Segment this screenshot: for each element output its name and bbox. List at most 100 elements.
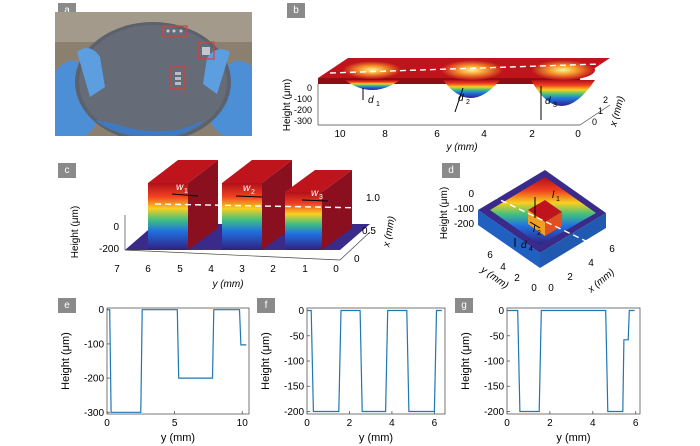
panel-c-z-label: Height (μm)	[70, 206, 81, 258]
panel-c-y-tick: 6	[145, 264, 151, 275]
x-tick-label: 6	[432, 418, 438, 429]
y-tick-label: -200	[284, 407, 304, 418]
panel-b-surface	[317, 58, 611, 126]
profile-line	[307, 309, 442, 413]
panel-c-y-tick: 1	[302, 264, 308, 275]
annotation-d4: d	[521, 240, 527, 251]
annotation-d2: d	[458, 93, 464, 104]
panel-b-x-tick: 1	[598, 106, 603, 116]
annotation-w3: w	[311, 188, 319, 199]
y-tick-label: -150	[484, 382, 504, 393]
wafer-photo	[55, 12, 252, 136]
panel-b-x-tick: 2	[603, 95, 608, 105]
y-tick-label: -200	[484, 407, 504, 418]
panel-d-z-tick: -200	[454, 219, 474, 230]
annotation-l2: l	[533, 224, 536, 235]
x-axis-label: y (mm)	[359, 432, 393, 444]
panel-d-y-tick: 0	[531, 283, 537, 294]
panel-c-x-tick: 1.0	[366, 193, 380, 204]
panel-b-z-label: Height (μm)	[282, 79, 293, 131]
panel-b-y-tick: 4	[481, 129, 487, 140]
y-tick-label: -150	[284, 382, 304, 393]
panel-d-y-tick: 2	[514, 273, 520, 284]
panel-label-e: e	[58, 298, 76, 313]
y-axis-label: Height (μm)	[460, 332, 472, 390]
annotation-w2-sub: 2	[251, 189, 255, 196]
annotation-d3: d	[545, 96, 551, 107]
annotation-w1-sub: 1	[184, 188, 188, 195]
panel-d-surface	[478, 170, 606, 268]
panel-b-y-label: y (mm)	[445, 142, 477, 153]
panel-d-x-tick: 6	[609, 244, 615, 255]
panel-b-z-tick: -100	[294, 94, 312, 104]
profile-line	[107, 309, 247, 413]
panel-b-z-tick: -200	[294, 105, 312, 115]
annotation-l1: l	[552, 190, 555, 201]
y-tick-label: -300	[84, 408, 104, 419]
panel-d-x-tick: 4	[588, 258, 594, 269]
y-tick-label: 0	[98, 305, 104, 316]
plot-frame	[506, 307, 641, 415]
annotation-d3-sub: 3	[553, 102, 557, 109]
annotation-w3-sub: 3	[319, 194, 323, 201]
panel-b-y-tick: 10	[334, 129, 346, 140]
annotation-d2-sub: 2	[466, 99, 470, 106]
panel-c-y-tick: 3	[239, 264, 245, 275]
panel-d-x-label: x (mm)	[585, 267, 617, 296]
panel-c-y-tick: 2	[270, 264, 276, 275]
x-tick-label: 6	[633, 418, 639, 429]
panel-b-z-tick: 0	[307, 83, 312, 93]
panel-d-y-tick: 4	[500, 262, 506, 273]
panel-label-f: f	[257, 298, 275, 313]
y-tick-label: 0	[498, 306, 504, 317]
y-tick-label: -50	[490, 331, 505, 342]
x-tick-label: 0	[304, 418, 310, 429]
panel-label-c: c	[58, 163, 76, 178]
annotation-l2-sub: 2	[537, 230, 541, 237]
annotation-w1: w	[176, 182, 184, 193]
x-tick-label: 4	[389, 418, 395, 429]
panel-c-y-tick: 5	[177, 264, 183, 275]
panel-b-z-tick: -300	[294, 116, 312, 126]
panel-c-x-tick: 0	[354, 254, 360, 265]
panel-c-surface	[124, 160, 371, 261]
profile-line	[507, 309, 635, 413]
panel-b-x-tick: 0	[592, 117, 597, 127]
y-tick-label: -200	[84, 374, 104, 385]
panel-c-z-tick: 0	[113, 222, 119, 233]
panel-c-y-tick: 4	[208, 264, 214, 275]
plot-frame	[106, 307, 250, 415]
panel-b-x-label: x (mm)	[608, 95, 627, 129]
y-tick-label: -100	[284, 357, 304, 368]
panel-b-y-tick: 6	[434, 129, 440, 140]
panel-d-z-tick: -100	[454, 204, 474, 215]
panel-label-d: d	[442, 163, 460, 178]
plot-frame	[306, 307, 446, 415]
y-axis-label: Height (μm)	[60, 332, 72, 390]
annotation-l1-sub: 1	[556, 196, 560, 203]
panel-c-x-label: x (mm)	[381, 215, 397, 249]
panel-d-x-tick: 0	[548, 283, 554, 294]
panel-c-y-tick: 7	[114, 264, 120, 275]
x-tick-label: 5	[172, 418, 178, 429]
panel-b-y-tick: 8	[382, 129, 388, 140]
surface-plots-3d: d 1 d 2 d 3 0 -100 -200 -300 Height (μm)…	[70, 58, 627, 296]
annotation-w2: w	[243, 183, 251, 194]
annotation-d1-sub: 1	[376, 101, 380, 108]
x-tick-label: 2	[547, 418, 553, 429]
panel-c-x-tick: 0.5	[362, 226, 376, 237]
y-axis-label: Height (μm)	[260, 332, 272, 390]
panel-label-g: g	[455, 298, 473, 313]
x-tick-label: 0	[504, 418, 510, 429]
x-tick-label: 4	[590, 418, 596, 429]
panel-b-y-tick: 0	[575, 129, 581, 140]
panel-d-x-tick: 2	[567, 272, 573, 283]
panel-label-b: b	[287, 3, 305, 18]
x-tick-label: 10	[237, 418, 249, 429]
panel-d-y-tick: 6	[487, 250, 493, 261]
panel-c-z-tick: -200	[99, 244, 119, 255]
panel-d-z-tick: 0	[468, 189, 474, 200]
panel-c-y-label: y (mm)	[211, 279, 243, 290]
y-tick-label: -50	[290, 331, 305, 342]
